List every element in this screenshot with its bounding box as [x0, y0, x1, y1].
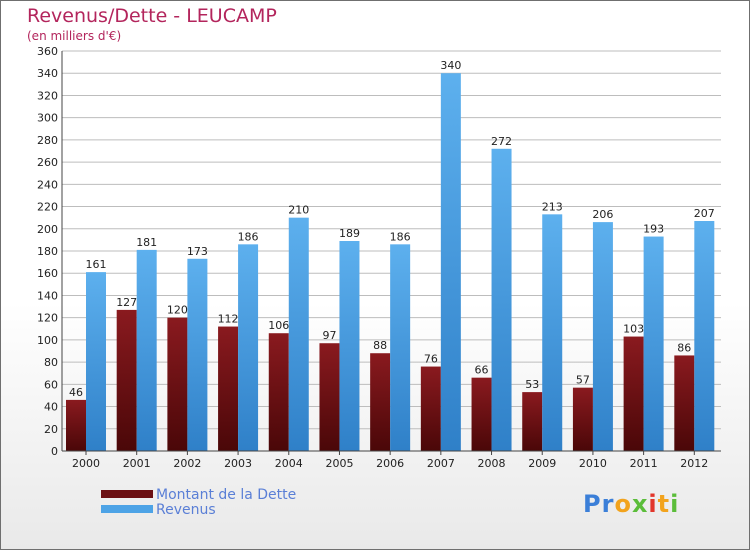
x-tick-label: 2012 [680, 457, 708, 470]
y-tick-label: 120 [37, 312, 58, 325]
x-tick-label: 2011 [630, 457, 658, 470]
y-tick-label: 240 [37, 178, 58, 191]
y-tick-label: 260 [37, 156, 58, 169]
data-label-revenus: 186 [238, 230, 259, 243]
x-tick-label: 2010 [579, 457, 607, 470]
y-tick-label: 180 [37, 245, 58, 258]
data-label-dette: 76 [424, 353, 438, 366]
bar-dette [167, 317, 188, 451]
x-tick-label: 2001 [123, 457, 151, 470]
y-tick-label: 360 [37, 45, 58, 58]
bar-dette [420, 366, 441, 451]
bar-dette [66, 399, 86, 451]
y-tick-label: 100 [37, 334, 58, 347]
y-tick-label: 220 [37, 201, 58, 214]
bar-dette [268, 333, 289, 451]
x-tick-label: 2000 [72, 457, 100, 470]
bar-dette [370, 353, 391, 451]
bar-revenus [440, 73, 461, 451]
data-label-revenus: 210 [288, 204, 309, 217]
legend-label-dette: Montant de la Dette [156, 487, 297, 503]
x-tick-label: 2002 [173, 457, 201, 470]
data-label-dette: 103 [623, 323, 644, 336]
bar-revenus [288, 217, 309, 451]
data-label-dette: 127 [116, 296, 137, 309]
x-tick-label: 2006 [376, 457, 404, 470]
y-tick-label: 340 [37, 67, 58, 80]
data-label-revenus: 207 [694, 207, 715, 220]
data-label-revenus: 173 [187, 245, 208, 258]
bar-revenus [592, 222, 613, 451]
data-label-dette: 57 [576, 374, 590, 387]
data-label-revenus: 189 [339, 227, 360, 240]
y-tick-label: 160 [37, 267, 58, 280]
bar-revenus [339, 241, 360, 451]
data-label-dette: 97 [322, 329, 336, 342]
chart-subtitle: (en milliers d'€) [27, 29, 122, 43]
data-label-dette: 106 [268, 319, 289, 332]
bar-dette [116, 309, 137, 451]
data-label-revenus: 340 [440, 59, 461, 72]
legend-swatch-dette [101, 490, 153, 498]
y-tick-label: 0 [51, 445, 58, 458]
y-tick-label: 300 [37, 112, 58, 125]
data-label-dette: 66 [475, 364, 489, 377]
data-label-dette: 120 [167, 304, 188, 317]
y-tick-label: 280 [37, 134, 58, 147]
x-tick-label: 2005 [325, 457, 353, 470]
bar-revenus [694, 221, 715, 451]
data-label-revenus: 161 [86, 258, 107, 271]
data-label-revenus: 181 [136, 236, 157, 249]
bar-dette [623, 336, 644, 451]
legend-label-revenus: Revenus [156, 502, 216, 518]
chart-title: Revenus/Dette - LEUCAMP [27, 5, 277, 27]
x-tick-label: 2008 [478, 457, 506, 470]
x-tick-label: 2003 [224, 457, 252, 470]
bar-revenus [390, 244, 411, 451]
data-label-dette: 86 [677, 341, 691, 354]
data-label-dette: 53 [525, 378, 539, 391]
y-tick-label: 200 [37, 223, 58, 236]
legend-swatch-revenus [101, 505, 153, 513]
data-label-dette: 112 [218, 313, 239, 326]
bar-dette [572, 387, 593, 451]
bar-revenus [238, 244, 259, 451]
bar-revenus [542, 214, 563, 451]
bar-dette [674, 355, 695, 451]
y-tick-label: 60 [44, 378, 58, 391]
proxiti-logo: Proxiti [583, 490, 680, 518]
data-label-revenus: 272 [491, 135, 512, 148]
bar-dette [522, 392, 543, 451]
bar-dette [471, 377, 492, 451]
data-label-revenus: 193 [643, 223, 664, 236]
x-tick-label: 2007 [427, 457, 455, 470]
bar-revenus [86, 272, 106, 451]
bar-revenus [491, 148, 512, 451]
bar-revenus [643, 236, 664, 451]
bar-revenus [136, 249, 157, 451]
y-tick-label: 80 [44, 356, 58, 369]
x-tick-label: 2009 [528, 457, 556, 470]
data-label-revenus: 206 [592, 208, 613, 221]
y-tick-label: 320 [37, 89, 58, 102]
data-label-revenus: 213 [542, 200, 563, 213]
y-tick-label: 140 [37, 289, 58, 302]
data-label-revenus: 186 [390, 230, 411, 243]
bar-dette [319, 343, 340, 451]
data-label-dette: 88 [373, 339, 387, 352]
bar-dette [218, 326, 239, 451]
y-tick-label: 40 [44, 401, 58, 414]
data-label-dette: 46 [69, 386, 83, 399]
y-tick-label: 20 [44, 423, 58, 436]
bar-revenus [187, 258, 208, 451]
x-tick-label: 2004 [275, 457, 303, 470]
